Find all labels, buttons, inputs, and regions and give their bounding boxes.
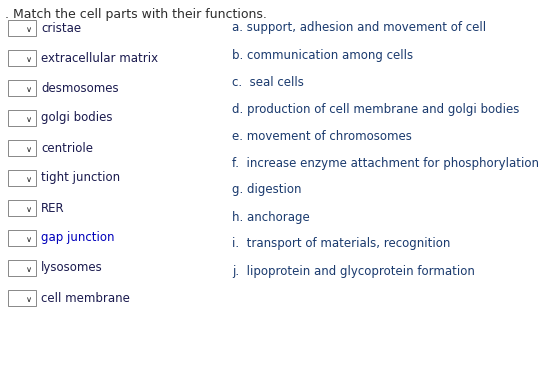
Text: i.  transport of materials, recognition: i. transport of materials, recognition (232, 237, 450, 250)
FancyBboxPatch shape (8, 50, 36, 66)
Text: ∨: ∨ (26, 264, 32, 273)
Text: centriole: centriole (41, 141, 93, 154)
FancyBboxPatch shape (8, 80, 36, 96)
Text: cell membrane: cell membrane (41, 291, 130, 304)
Text: extracellular matrix: extracellular matrix (41, 51, 158, 64)
Text: cristae: cristae (41, 21, 81, 34)
Text: tight junction: tight junction (41, 171, 120, 184)
Text: ∨: ∨ (26, 294, 32, 303)
Text: a. support, adhesion and movement of cell: a. support, adhesion and movement of cel… (232, 21, 486, 34)
Text: golgi bodies: golgi bodies (41, 111, 113, 125)
Text: ∨: ∨ (26, 84, 32, 93)
FancyBboxPatch shape (8, 110, 36, 126)
Text: ∨: ∨ (26, 54, 32, 63)
Text: c.  seal cells: c. seal cells (232, 75, 304, 88)
FancyBboxPatch shape (8, 20, 36, 36)
Text: RER: RER (41, 201, 65, 214)
Text: ∨: ∨ (26, 24, 32, 33)
FancyBboxPatch shape (8, 200, 36, 216)
Text: h. anchorage: h. anchorage (232, 210, 310, 224)
Text: ∨: ∨ (26, 174, 32, 183)
Text: d. production of cell membrane and golgi bodies: d. production of cell membrane and golgi… (232, 102, 519, 116)
FancyBboxPatch shape (8, 260, 36, 276)
Text: lysosomes: lysosomes (41, 261, 103, 274)
Text: ∨: ∨ (26, 114, 32, 123)
Text: e. movement of chromosomes: e. movement of chromosomes (232, 129, 412, 142)
Text: b. communication among cells: b. communication among cells (232, 48, 413, 62)
FancyBboxPatch shape (8, 290, 36, 306)
FancyBboxPatch shape (8, 230, 36, 246)
FancyBboxPatch shape (8, 170, 36, 186)
FancyBboxPatch shape (8, 140, 36, 156)
Text: j.  lipoprotein and glycoprotein formation: j. lipoprotein and glycoprotein formatio… (232, 264, 475, 278)
Text: ∨: ∨ (26, 234, 32, 243)
Text: f.  increase enzyme attachment for phosphorylation: f. increase enzyme attachment for phosph… (232, 156, 539, 170)
Text: ∨: ∨ (26, 204, 32, 213)
Text: ∨: ∨ (26, 144, 32, 153)
Text: . Match the cell parts with their functions.: . Match the cell parts with their functi… (5, 8, 267, 21)
Text: gap junction: gap junction (41, 231, 114, 244)
Text: g. digestion: g. digestion (232, 183, 301, 196)
Text: desmosomes: desmosomes (41, 81, 119, 94)
